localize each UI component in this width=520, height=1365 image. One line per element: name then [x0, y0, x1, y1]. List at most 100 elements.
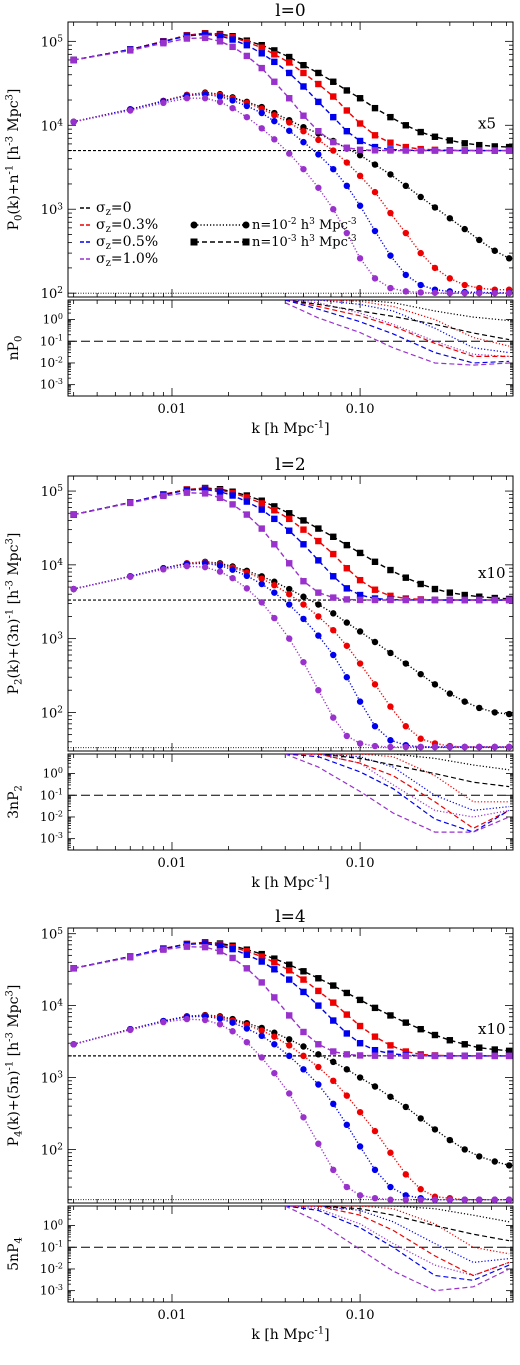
data-point: [315, 613, 322, 620]
ratio-series-line: [285, 300, 510, 364]
data-point: [343, 642, 351, 649]
ratio-series-line: [285, 1206, 510, 1223]
data-point: [315, 1051, 322, 1058]
ratio-plot-area: [68, 754, 513, 833]
data-point: [183, 35, 191, 42]
data-point: [330, 610, 337, 617]
data-point: [417, 128, 424, 136]
data-point: [201, 943, 209, 951]
data-point: [300, 1066, 307, 1073]
data-point: [243, 52, 251, 60]
scale-annotation: x10: [478, 564, 506, 582]
series-line: [73, 491, 510, 601]
y-tick-label: 102​: [41, 1143, 63, 1159]
data-point: [387, 171, 394, 178]
data-point: [402, 1052, 410, 1060]
data-point: [271, 78, 278, 85]
data-point: [491, 1052, 498, 1060]
data-point: [315, 184, 322, 191]
data-point: [461, 596, 468, 604]
data-point: [461, 147, 468, 154]
data-point: [201, 31, 209, 38]
data-point: [271, 589, 278, 596]
data-point: [258, 580, 265, 588]
y-tick-label: 102​: [41, 286, 63, 302]
data-point: [229, 492, 236, 499]
data-point: [160, 492, 167, 500]
data-point: [371, 723, 379, 730]
data-point: [229, 97, 236, 104]
data-point: [300, 165, 307, 173]
data-point: [387, 284, 394, 292]
data-point: [216, 488, 224, 495]
scale-annotation: x5: [478, 115, 496, 133]
data-point: [356, 996, 364, 1004]
data-point: [491, 143, 498, 150]
data-point: [417, 596, 424, 604]
data-point: [286, 53, 293, 61]
data-point: [505, 596, 513, 604]
ratio-series-line: [285, 300, 510, 341]
data-point: [343, 1051, 351, 1058]
data-point: [201, 490, 209, 497]
data-point: [387, 113, 394, 121]
data-point: [343, 229, 351, 237]
panel-l2: l=2 0.01 0.10 k [h Mpc-1​] 102​ 103​ 104​ 105​ 1…: [5, 455, 514, 891]
data-point: [229, 574, 236, 582]
data-point: [417, 1186, 424, 1193]
data-point: [387, 209, 394, 217]
data-point: [402, 1196, 410, 1203]
data-point: [371, 161, 379, 168]
ratio-plot-area: [68, 300, 513, 366]
data-point: [271, 111, 278, 119]
data-point: [229, 501, 236, 508]
panel-title: l=2: [275, 455, 306, 475]
data-point: [505, 1162, 513, 1169]
ratio-tick-label: 10-2​: [40, 1261, 63, 1276]
ratio-axis-label: 5nP4​: [6, 1237, 25, 1271]
y-axis-label: P2​(k)+(3n)-1​ [h-3​ Mpc3​]: [5, 533, 25, 695]
y-axis-label: P4​(k)+(5n)-1​ [h-3​ Mpc3​]: [5, 985, 25, 1147]
data-point: [371, 596, 379, 604]
data-point: [343, 674, 351, 681]
data-point: [271, 1069, 278, 1077]
data-point: [417, 1196, 424, 1203]
y-tick-label: 105​: [41, 34, 64, 50]
data-point: [201, 95, 209, 102]
data-point: [356, 1143, 364, 1150]
data-point: [258, 506, 265, 513]
data-point: [491, 147, 498, 154]
data-point: [286, 127, 293, 134]
data-point: [330, 533, 337, 540]
legend-marker: [190, 221, 198, 229]
data-point: [371, 638, 379, 646]
x-tick-label: 0.10: [346, 856, 375, 871]
data-point: [315, 975, 322, 982]
data-point: [330, 1166, 337, 1174]
y-tick-label: 103​: [41, 202, 64, 218]
legend-sigma-label: σz=0.3%: [96, 217, 158, 235]
series-line: [73, 487, 510, 600]
data-point: [402, 574, 410, 581]
data-point: [258, 575, 265, 582]
ratio-series-line: [285, 754, 510, 788]
data-point: [315, 136, 322, 144]
data-point: [476, 743, 483, 751]
data-point: [243, 585, 251, 592]
data-point: [70, 511, 77, 518]
data-point: [461, 1146, 468, 1153]
data-point: [505, 1047, 513, 1055]
data-point: [431, 1126, 439, 1133]
data-point: [371, 275, 379, 282]
data-point: [243, 1038, 251, 1046]
x-tick-label: 0.01: [158, 402, 187, 417]
data-point: [402, 182, 410, 190]
data-point: [258, 958, 265, 965]
data-point: [127, 499, 134, 507]
data-point: [330, 1017, 337, 1024]
data-point: [356, 152, 364, 159]
data-point: [286, 95, 293, 102]
data-point: [330, 1100, 337, 1108]
data-point: [505, 289, 513, 297]
